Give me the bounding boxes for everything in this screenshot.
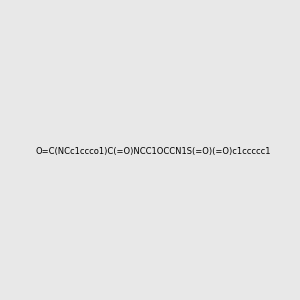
Text: O=C(NCc1ccco1)C(=O)NCC1OCCN1S(=O)(=O)c1ccccc1: O=C(NCc1ccco1)C(=O)NCC1OCCN1S(=O)(=O)c1c… <box>36 147 272 156</box>
